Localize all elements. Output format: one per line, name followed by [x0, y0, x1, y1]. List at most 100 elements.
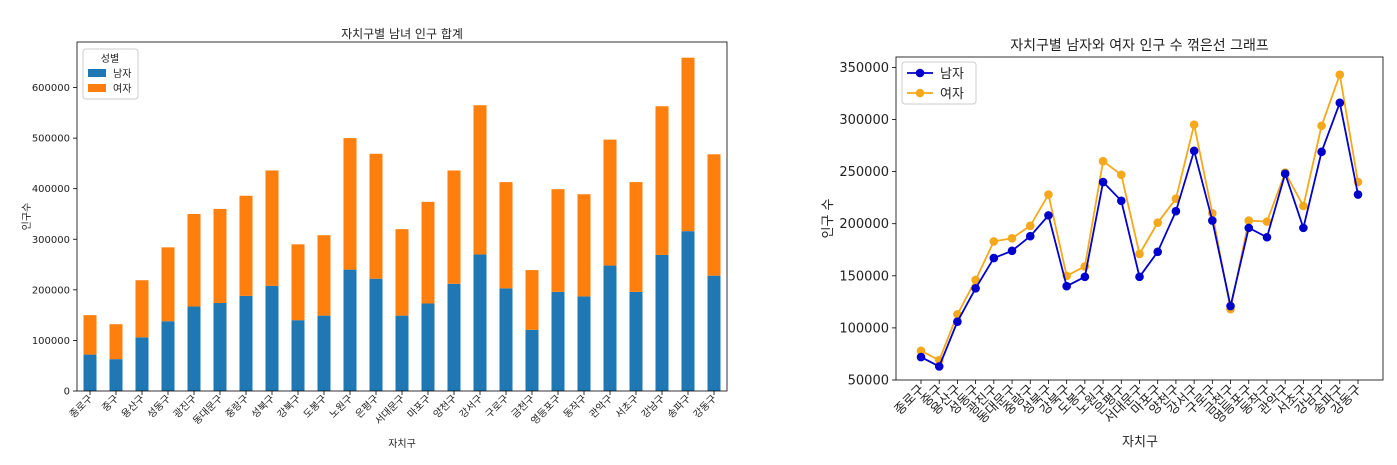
x-tick-label: 종로구 [67, 393, 95, 421]
legend-swatch-female [88, 84, 106, 92]
x-tick-label: 강북구 [275, 393, 303, 421]
chart-title: 자치구별 남녀 인구 합계 [341, 27, 463, 41]
y-tick-label: 0 [64, 387, 70, 398]
legend-box [901, 61, 977, 105]
point-male [1153, 247, 1163, 257]
bar-female [447, 170, 461, 284]
bar-female [473, 105, 487, 255]
bar-male [473, 254, 487, 391]
y-tick-label: 150000 [839, 269, 889, 284]
bar-female [343, 138, 357, 270]
y-tick-label: 400000 [32, 184, 70, 195]
legend-marker-male [915, 68, 925, 78]
legend-label-female: 여자 [940, 87, 964, 102]
bar-female [187, 213, 201, 307]
bar-female [109, 324, 123, 360]
bar-male [707, 275, 721, 391]
point-male [1171, 206, 1181, 216]
bar-male [629, 291, 643, 391]
point-female [1025, 221, 1035, 231]
chart-title: 자치구별 남자와 여자 인구 수 꺾은선 그래프 [1010, 38, 1269, 54]
y-tick-label: 500000 [32, 134, 70, 145]
bar-male [239, 295, 253, 391]
x-tick-label: 구로구 [484, 393, 511, 420]
y-tick-label: 200000 [32, 285, 70, 296]
point-female [1317, 121, 1326, 131]
point-male [1208, 216, 1217, 225]
bar-female [265, 170, 279, 286]
point-female [1299, 201, 1308, 211]
point-male [989, 253, 999, 263]
bar-female [551, 189, 565, 292]
bar-female [603, 139, 617, 266]
bar-male [343, 269, 357, 391]
point-male [1062, 281, 1071, 291]
bar-female [421, 201, 435, 304]
point-male [934, 362, 944, 371]
bar-male [291, 320, 305, 391]
bar-male [213, 302, 227, 391]
y-tick-label: 600000 [32, 83, 70, 94]
point-female [1262, 217, 1272, 226]
x-tick-label: 양천구 [431, 393, 459, 421]
bar-female [369, 153, 383, 279]
point-male [953, 317, 962, 326]
point-female [916, 346, 926, 356]
bar-female [499, 182, 513, 289]
bar-male [447, 283, 461, 391]
bar-male [525, 329, 539, 391]
stacked-bar-chart: 0 100000 200000 300000 400000 500000 600000 종로구… [21, 27, 728, 450]
x-axis-label: 자치구 [388, 438, 416, 450]
x-tick-label: 도봉구 [301, 393, 329, 421]
x-tick-label: 동작구 [561, 393, 589, 421]
x-tick-label: 마포구 [405, 393, 433, 421]
bar-male [655, 254, 669, 391]
y-tick-label: 100000 [839, 321, 889, 336]
x-tick-label: 용산구 [119, 393, 147, 421]
y-tick-label: 350000 [839, 61, 889, 76]
bar-female [291, 244, 305, 321]
y-axis-label: 인구 수 [821, 198, 836, 238]
point-male [1080, 272, 1090, 282]
bar-male [187, 306, 201, 391]
y-tick-label: 300000 [839, 113, 889, 128]
plot-frame [895, 56, 1384, 381]
series-line-male [920, 99, 1359, 368]
x-tick-label: 서초구 [613, 393, 641, 421]
point-female [1116, 170, 1126, 180]
bar-female [577, 194, 591, 297]
bar-male [265, 285, 279, 391]
point-male [971, 284, 980, 293]
legend-label-female: 여자 [113, 83, 131, 95]
point-male [1317, 147, 1326, 157]
x-tick-label: 관악구 [587, 393, 615, 421]
bar-female [707, 154, 721, 276]
point-male [1226, 301, 1235, 311]
point-female [1171, 194, 1181, 204]
bar-female [135, 280, 149, 338]
bar-female [213, 208, 227, 303]
x-tick-label: 중구 [100, 393, 122, 415]
legend-label-male: 남자 [940, 67, 964, 82]
y-tick-label: 200000 [839, 217, 889, 232]
point-male [1189, 146, 1199, 156]
bar-male [551, 291, 565, 391]
bar-female [161, 247, 175, 322]
bar-male [499, 288, 513, 391]
point-female [1044, 190, 1053, 199]
bar-female [395, 229, 409, 316]
point-male [1280, 169, 1290, 178]
point-female [1135, 249, 1144, 259]
series-line-female [920, 71, 1359, 362]
x-tick-label: 노원구 [327, 393, 355, 421]
bar-female [629, 182, 643, 292]
line-chart: 50000 100000 150000 200000 250000 300000 35000… [821, 38, 1384, 450]
point-female [1098, 156, 1108, 166]
bar-male [369, 278, 383, 391]
bar-male [577, 296, 591, 391]
point-female [989, 237, 999, 246]
point-male [916, 352, 926, 362]
x-tick-label: 성북구 [249, 393, 277, 421]
x-tick-label: 중랑구 [223, 393, 251, 421]
